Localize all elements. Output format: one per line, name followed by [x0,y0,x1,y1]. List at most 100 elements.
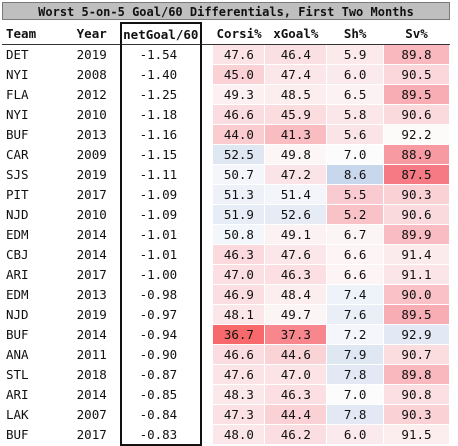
xgoal-cell: 46.2 [264,424,328,445]
table-row: BUF 2013 -1.16 44.0 41.3 5.6 92.2 [2,124,451,145]
sv-cell: 92.9 [383,324,451,345]
year-cell: 2019 [76,167,107,182]
gap-cell [201,265,213,285]
team-cell: DET [6,47,29,63]
xgoal-cell: 47.6 [264,244,328,265]
sv-cell: 90.8 [383,384,451,405]
header-team: Team [2,23,64,45]
year-cell: 2010 [76,107,107,122]
gap-cell [201,365,213,385]
gap-cell [201,325,213,345]
sv-cell: 91.5 [383,424,451,445]
table-row: EDM 2013 -0.98 46.9 48.4 7.4 90.0 [2,284,451,305]
team-cell: STL [6,367,29,382]
xgoal-cell: 47.0 [264,364,328,385]
sv-cell: 90.6 [383,104,451,125]
xgoal-cell: 48.5 [264,84,328,105]
gap-cell [201,65,213,85]
year-cell: 2018 [76,367,107,382]
net-goal-cell: -1.25 [119,84,202,105]
table-row: EDM 2014 -1.01 50.8 49.1 6.7 89.9 [2,224,451,245]
table-figure: Worst 5-on-5 Goal/60 Differentials, Firs… [2,2,451,446]
net-goal-cell: -1.09 [119,184,202,205]
net-goal-cell: -1.15 [119,144,202,165]
sh-cell: 6.0 [326,424,384,445]
corsi-cell: 45.0 [213,64,266,85]
corsi-cell: 48.3 [213,384,266,405]
sv-cell: 90.7 [383,344,451,365]
sv-cell: 88.9 [383,144,451,165]
corsi-cell: 52.5 [213,144,266,165]
sv-cell: 89.5 [383,304,451,325]
corsi-cell: 51.9 [213,204,266,225]
differentials-table: Team Year netGoal/60 Corsi% xGoal% Sh% S… [2,22,451,446]
table-row: SJS 2019 -1.11 50.7 47.2 8.6 87.5 [2,164,451,185]
sh-cell: 6.0 [326,64,384,85]
corsi-cell: 47.6 [213,364,266,385]
corsi-cell: 48.1 [213,304,266,325]
sv-cell: 89.8 [383,44,451,65]
sh-cell: 7.8 [326,364,384,385]
corsi-cell: 46.3 [213,244,266,265]
xgoal-cell: 47.2 [264,164,328,185]
year-cell: 2019 [76,47,107,63]
gap-cell [201,185,213,205]
sv-cell: 89.5 [383,84,451,105]
corsi-cell: 50.8 [213,224,266,245]
table-row: NYI 2008 -1.40 45.0 47.4 6.0 90.5 [2,64,451,85]
xgoal-cell: 45.9 [264,104,328,125]
table-row: FLA 2012 -1.25 49.3 48.5 6.5 89.5 [2,84,451,105]
gap-cell [201,165,213,185]
table-row: LAK 2007 -0.84 47.3 44.4 7.8 90.3 [2,404,451,425]
year-cell: 2012 [76,87,107,102]
sv-cell: 90.3 [383,404,451,425]
corsi-cell: 48.0 [213,424,266,445]
table-row: PIT 2017 -1.09 51.3 51.4 5.5 90.3 [2,184,451,205]
year-cell: 2011 [76,347,107,362]
net-goal-cell: -1.11 [119,164,202,185]
gap-cell [201,105,213,125]
xgoal-cell: 49.1 [264,224,328,245]
gap-cell [201,225,213,245]
net-goal-cell: -1.01 [119,244,202,265]
team-cell: PIT [6,187,29,202]
xgoal-cell: 46.4 [264,44,328,65]
team-cell: NJD [6,207,29,222]
sh-cell: 7.9 [326,344,384,365]
corsi-cell: 47.3 [213,404,266,425]
gap-cell [201,85,213,105]
net-goal-cell: -0.97 [119,304,202,325]
net-goal-cell: -1.18 [119,104,202,125]
sv-cell: 89.9 [383,224,451,245]
team-cell: SJS [6,167,29,182]
corsi-cell: 44.0 [213,124,266,145]
net-goal-cell: -1.54 [119,44,202,65]
table-title: Worst 5-on-5 Goal/60 Differentials, Firs… [2,2,450,20]
team-cell: EDM [6,287,29,302]
xgoal-cell: 49.7 [264,304,328,325]
sv-cell: 90.3 [383,184,451,205]
team-cell: BUF [6,327,29,342]
table-row: CAR 2009 -1.15 52.5 49.8 7.0 88.9 [2,144,451,165]
net-goal-cell: -0.84 [119,404,202,425]
xgoal-cell: 52.6 [264,204,328,225]
year-cell: 2014 [76,247,107,262]
sv-cell: 90.5 [383,64,451,85]
sv-cell: 87.5 [383,164,451,185]
team-cell: EDM [6,227,29,242]
team-cell: CBJ [6,247,29,262]
table-row: ARI 2017 -1.00 47.0 46.3 6.6 91.1 [2,264,451,285]
sh-cell: 5.6 [326,124,384,145]
net-goal-cell: -1.01 [119,224,202,245]
gap-cell [201,345,213,365]
header-year: Year [63,23,121,45]
xgoal-cell: 47.4 [264,64,328,85]
corsi-cell: 46.6 [213,344,266,365]
table-row: NYI 2010 -1.18 46.6 45.9 5.8 90.6 [2,104,451,125]
header-gap [200,23,214,45]
corsi-cell: 46.9 [213,284,266,305]
xgoal-cell: 41.3 [264,124,328,145]
header-row: Team Year netGoal/60 Corsi% xGoal% Sh% S… [2,22,450,45]
year-cell: 2017 [76,427,107,442]
net-goal-cell: -1.16 [119,124,202,145]
